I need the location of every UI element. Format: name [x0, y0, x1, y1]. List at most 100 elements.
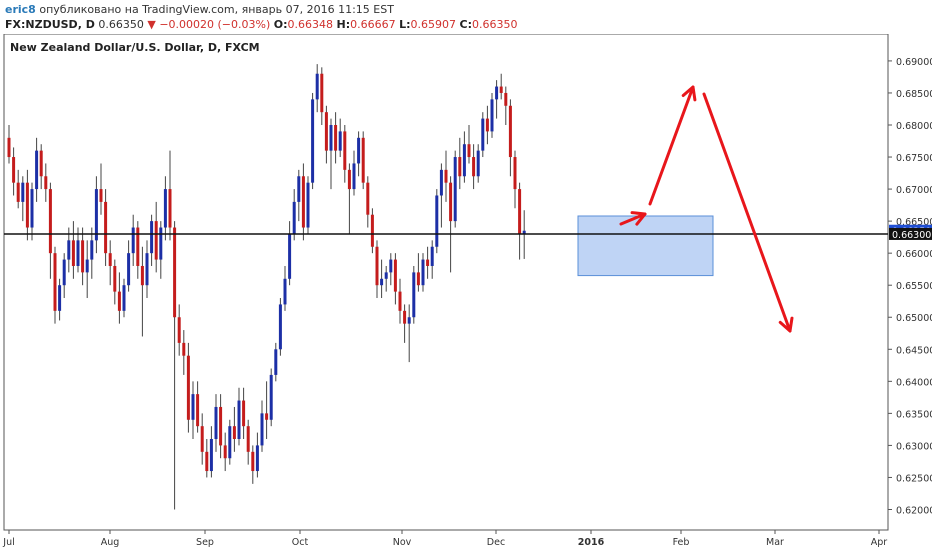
candle-body	[449, 182, 453, 222]
plot-area[interactable]	[3, 34, 889, 531]
candle-body	[301, 176, 305, 228]
arrow-head	[630, 211, 647, 226]
arrow-head	[681, 85, 697, 102]
close-label: C:	[459, 18, 473, 31]
candle-body	[269, 374, 273, 420]
candle-body	[113, 265, 117, 292]
candle-body	[352, 163, 356, 190]
candle-body	[25, 182, 29, 228]
y-tick-label: 0.63000	[896, 441, 932, 452]
open-label: O:	[273, 18, 288, 31]
candle-body	[150, 221, 154, 254]
arrow-down	[702, 92, 794, 333]
candle-body	[453, 157, 457, 222]
support-zone	[577, 215, 714, 277]
candle-body	[219, 406, 223, 446]
y-tick-label: 0.67500	[896, 153, 932, 164]
y-tick-label: 0.63500	[896, 409, 932, 420]
y-tick-label: 0.62500	[896, 473, 932, 484]
x-tick-label: Aug	[101, 537, 120, 548]
y-tick-label: 0.69000	[896, 57, 932, 68]
candle-body	[182, 342, 186, 356]
candle-body	[518, 189, 522, 234]
candle-body	[191, 394, 195, 420]
level-price-tag-text: 0.66300	[892, 230, 931, 241]
candle-body	[329, 124, 333, 151]
candle-body	[389, 259, 393, 273]
candle-body	[173, 227, 177, 318]
x-tick-label: Feb	[673, 537, 690, 548]
arrow-up	[648, 85, 697, 206]
candle-body	[7, 137, 11, 158]
change-arrow-icon: ▼	[147, 18, 156, 31]
candle-body	[426, 259, 430, 266]
low-value: 0.65907	[410, 18, 457, 31]
candle-body	[214, 406, 218, 440]
candle-body	[237, 400, 241, 440]
publish-info: опубликовано на TradingView.com, январь …	[39, 3, 394, 16]
price-chart[interactable]: New Zealand Dollar/U.S. Dollar, D, FXCM …	[0, 34, 932, 550]
time-axis[interactable]: Jul Aug Sep Oct Nov Dec 2016 Feb Mar Apr	[2, 530, 887, 548]
x-tick-label: Nov	[393, 537, 412, 548]
y-tick-label: 0.65500	[896, 281, 932, 292]
candle-body	[76, 240, 80, 266]
candle-body	[513, 157, 517, 190]
candle-body	[508, 105, 512, 158]
candle-body	[485, 118, 489, 132]
candle-body	[288, 233, 292, 279]
last-price: 0.66350	[98, 18, 144, 31]
candle-body	[30, 189, 34, 228]
low-label: L:	[399, 18, 411, 31]
candle-body	[154, 221, 158, 260]
candle-body	[407, 317, 411, 324]
symbol-label[interactable]: FX:NZDUSD, D	[5, 18, 95, 31]
x-tick-label: Oct	[292, 537, 309, 548]
candle-body	[131, 227, 135, 254]
candle-body	[416, 272, 420, 286]
candle-body	[136, 227, 140, 266]
candle-body	[476, 150, 480, 177]
candle-body	[242, 400, 246, 427]
candle-body	[196, 394, 200, 427]
candle-body	[306, 182, 310, 228]
y-tick-label: 0.67000	[896, 185, 932, 196]
open-value: 0.66348	[287, 18, 334, 31]
candle-body	[39, 150, 43, 177]
candle-body	[357, 137, 361, 164]
arrow-small-right	[619, 211, 647, 226]
candle-body	[499, 86, 503, 93]
publish-line: eric8 опубликовано на TradingView.com, я…	[5, 3, 394, 16]
y-tick-label: 0.68500	[896, 89, 932, 100]
candle-body	[292, 201, 296, 234]
candle-body	[430, 246, 434, 266]
candle-body	[140, 265, 144, 286]
candle-body	[58, 285, 62, 311]
candle-body	[274, 349, 278, 375]
candle-body	[403, 310, 407, 324]
candle-body	[311, 99, 315, 183]
candle-body	[467, 144, 471, 158]
candle-body	[462, 144, 466, 177]
candle-body	[62, 259, 66, 286]
candle-body	[12, 157, 16, 183]
candle-body	[398, 291, 402, 311]
candle-body	[393, 259, 397, 292]
author-link[interactable]: eric8	[5, 3, 36, 16]
candle-body	[223, 445, 227, 459]
drawing-overlay[interactable]	[4, 85, 888, 333]
price-axis[interactable]: 0.69000 0.68500 0.68000 0.67500 0.67000 0.665…	[888, 57, 932, 517]
candle-body	[361, 137, 365, 183]
x-tick-label: Jul	[2, 537, 14, 548]
candle-body	[71, 240, 75, 266]
candle-body	[421, 259, 425, 286]
candle-body	[163, 189, 167, 228]
change-value: −0.00020 (−0.03%)	[159, 18, 271, 31]
candle-body	[495, 86, 499, 100]
chart-title: New Zealand Dollar/U.S. Dollar, D, FXCM	[10, 41, 260, 54]
chart-header: eric8 опубликовано на TradingView.com, я…	[0, 0, 932, 34]
y-tick-label: 0.62000	[896, 505, 932, 516]
candle-body	[117, 291, 121, 311]
candle-body	[283, 278, 287, 305]
candle-body	[48, 189, 52, 254]
candle-body	[122, 285, 126, 311]
